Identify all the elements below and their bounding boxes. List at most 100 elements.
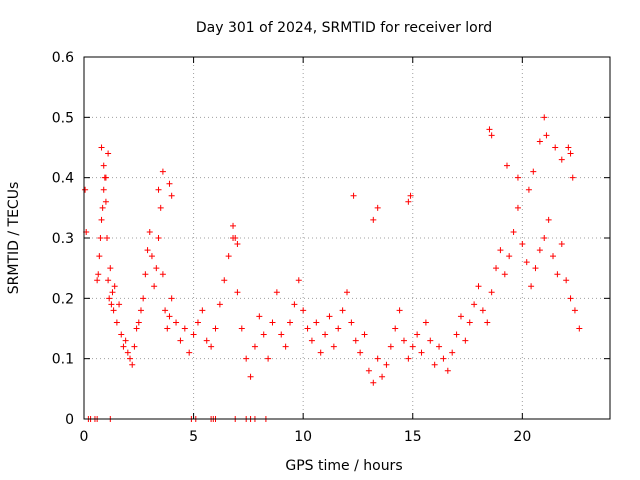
data-point <box>541 114 548 121</box>
data-point <box>444 367 451 374</box>
data-point <box>108 301 115 308</box>
data-point <box>571 307 578 314</box>
data-point <box>110 307 117 314</box>
data-point <box>536 138 543 145</box>
data-point <box>457 313 464 320</box>
data-point <box>166 180 173 187</box>
data-point <box>97 235 104 241</box>
data-point <box>116 301 123 308</box>
data-point <box>203 337 210 344</box>
data-point <box>260 331 267 338</box>
data-point <box>453 331 460 338</box>
y-tick-label: 0 <box>65 412 74 428</box>
x-tick-label: 20 <box>513 429 531 445</box>
data-point <box>503 162 510 169</box>
data-point <box>148 253 155 260</box>
y-tick-label: 0.4 <box>52 171 74 187</box>
data-point <box>100 186 107 193</box>
data-point <box>357 349 364 356</box>
data-point <box>135 319 142 326</box>
data-point <box>131 343 138 350</box>
data-point <box>514 204 521 211</box>
data-point <box>107 265 114 272</box>
data-point <box>186 349 193 356</box>
data-point <box>168 192 175 199</box>
data-point <box>181 325 188 332</box>
y-tick-label: 0.3 <box>52 231 74 247</box>
x-tick-label: 15 <box>404 429 422 445</box>
data-point <box>109 289 116 296</box>
data-point <box>344 289 350 296</box>
data-point <box>300 307 307 314</box>
data-point <box>543 132 550 139</box>
data-point <box>137 307 144 314</box>
x-axis-label: GPS time / hours <box>285 458 402 474</box>
data-point <box>234 241 241 248</box>
axes: 0 0.1 0.2 0.3 0.4 0.5 0.6 0 5 10 15 20 <box>52 50 611 445</box>
data-point <box>168 295 175 302</box>
data-point <box>162 307 169 314</box>
data-point <box>95 271 102 278</box>
y-tick-label: 0.5 <box>52 110 74 126</box>
data-point <box>98 216 105 223</box>
data-point <box>140 295 147 302</box>
data-point <box>153 265 160 272</box>
data-point <box>352 337 359 344</box>
data-point <box>105 277 112 284</box>
data-point <box>576 325 583 332</box>
data-point <box>308 337 315 344</box>
data-point <box>479 307 486 314</box>
data-point <box>166 313 173 320</box>
data-point <box>422 319 429 326</box>
data-point <box>550 253 557 260</box>
data-point <box>322 331 329 338</box>
data-point <box>418 349 425 356</box>
data-point <box>106 295 113 302</box>
data-point <box>567 295 574 302</box>
data-point <box>216 301 223 308</box>
data-point <box>361 331 368 338</box>
data-point <box>488 289 495 296</box>
data-point <box>273 289 280 296</box>
grid-lines <box>84 57 610 419</box>
data-point <box>304 325 311 332</box>
data-point <box>232 235 239 241</box>
data-point <box>221 277 228 284</box>
y-tick-label: 0.2 <box>52 291 74 307</box>
data-point <box>317 349 324 356</box>
data-point <box>155 235 162 241</box>
data-point <box>409 343 416 350</box>
data-point <box>365 367 372 374</box>
data-point <box>414 331 421 338</box>
data-point <box>563 277 570 284</box>
data-point <box>383 361 390 368</box>
data-point <box>133 325 140 332</box>
data-point <box>400 337 407 344</box>
data-point <box>569 174 576 181</box>
data-point <box>313 319 320 326</box>
data-point <box>370 216 377 223</box>
data-point <box>525 186 532 193</box>
y-tick-label: 0.1 <box>52 352 74 368</box>
data-point <box>118 331 125 338</box>
data-point <box>519 241 526 248</box>
data-point <box>238 325 245 332</box>
data-point <box>330 343 337 350</box>
data-point <box>230 222 237 229</box>
data-point <box>523 259 530 266</box>
data-point <box>552 144 559 151</box>
data-point <box>427 337 434 344</box>
data-point <box>348 319 355 326</box>
data-point <box>374 355 381 362</box>
data-point <box>532 265 539 272</box>
data-point <box>194 319 201 326</box>
data-point <box>440 355 447 362</box>
data-point <box>199 307 206 314</box>
data-point <box>146 228 153 235</box>
data-point <box>554 271 561 278</box>
x-tick-label: 10 <box>294 429 312 445</box>
data-point <box>567 150 574 157</box>
data-point <box>99 204 106 211</box>
data-point <box>558 156 565 163</box>
plot-frame <box>83 56 611 420</box>
